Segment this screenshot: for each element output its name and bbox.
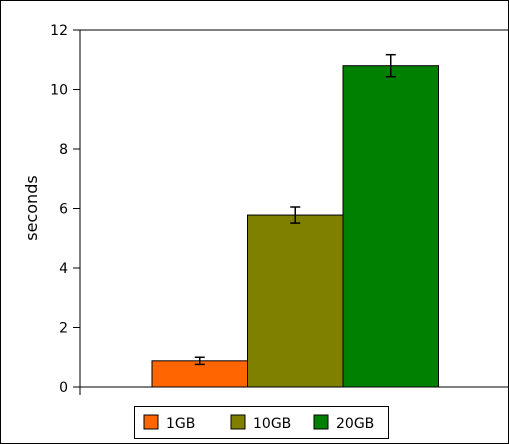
legend-label-10GB: 10GB bbox=[253, 416, 291, 432]
legend-swatch-1GB bbox=[143, 414, 159, 430]
legend-swatch-10GB bbox=[230, 414, 246, 430]
y-axis-ticks: 0 2 4 6 8 10 12 bbox=[50, 23, 80, 396]
y-tick-label-0: 0 bbox=[59, 380, 68, 396]
bar-10GB bbox=[247, 214, 344, 388]
legend-swatch-20GB bbox=[313, 414, 329, 430]
axes bbox=[75, 29, 509, 395]
y-tick-label-6: 6 bbox=[59, 202, 68, 218]
y-tick-label-8: 8 bbox=[59, 142, 68, 158]
legend-label-20GB: 20GB bbox=[336, 416, 374, 432]
legend-box bbox=[134, 406, 389, 439]
y-tick-label-10: 10 bbox=[50, 83, 68, 99]
y-tick-label-4: 4 bbox=[59, 261, 68, 277]
y-tick-label-12: 12 bbox=[50, 23, 68, 39]
bars bbox=[151, 53, 439, 388]
legend: 1GB 10GB 20GB bbox=[134, 406, 389, 439]
legend-label-1GB: 1GB bbox=[166, 416, 195, 432]
y-axis-label: seconds bbox=[22, 175, 41, 240]
bar-20GB bbox=[342, 65, 439, 388]
y-tick-label-2: 2 bbox=[59, 321, 68, 337]
